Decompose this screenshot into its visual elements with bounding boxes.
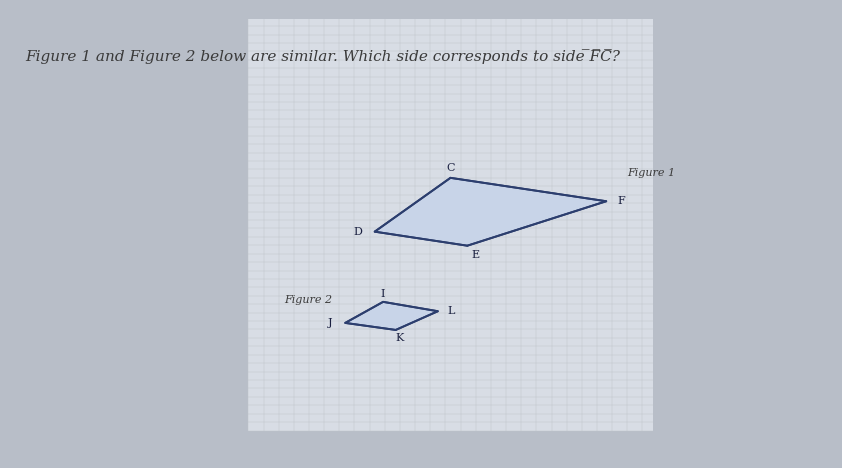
Bar — [248, 19, 653, 431]
Text: Figure 1: Figure 1 — [627, 168, 675, 178]
Polygon shape — [345, 302, 438, 330]
Polygon shape — [345, 302, 438, 330]
Text: F: F — [617, 196, 626, 206]
Text: D: D — [354, 227, 362, 237]
Text: L: L — [448, 306, 455, 316]
Text: I: I — [381, 289, 386, 300]
Text: J: J — [328, 318, 333, 328]
Text: Figure 1 and Figure 2 below are similar. Which side corresponds to side ̅F̅C̅?: Figure 1 and Figure 2 below are similar.… — [25, 49, 621, 64]
Text: E: E — [472, 250, 480, 260]
Text: Figure 2: Figure 2 — [285, 294, 333, 305]
Text: C: C — [446, 162, 455, 173]
Polygon shape — [375, 178, 606, 246]
Polygon shape — [375, 178, 606, 246]
Text: K: K — [396, 333, 404, 343]
